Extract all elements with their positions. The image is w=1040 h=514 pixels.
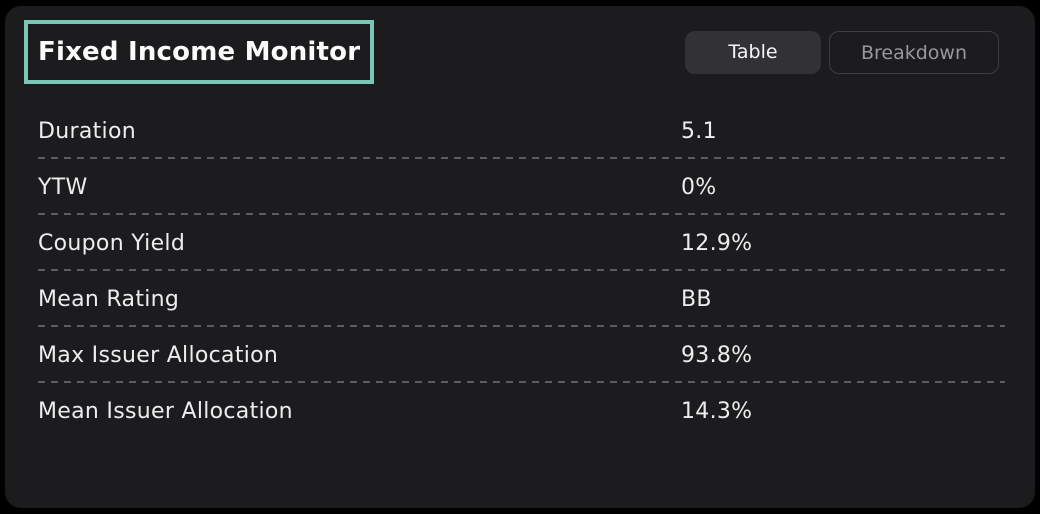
metric-value: BB bbox=[681, 286, 712, 312]
fixed-income-monitor-panel: Fixed Income Monitor Table Breakdown Dur… bbox=[5, 6, 1035, 508]
metric-value: 14.3% bbox=[681, 398, 753, 424]
metric-label: YTW bbox=[38, 174, 88, 200]
metric-value: 5.1 bbox=[681, 118, 717, 144]
metric-label: Mean Issuer Allocation bbox=[38, 398, 293, 424]
metrics-table: Duration 5.1 YTW 0% Coupon Yield 12.9% M… bbox=[38, 103, 1005, 439]
metric-label: Max Issuer Allocation bbox=[38, 342, 279, 368]
table-row: YTW 0% bbox=[38, 159, 1005, 215]
metric-value: 93.8% bbox=[681, 342, 753, 368]
table-row: Max Issuer Allocation 93.8% bbox=[38, 327, 1005, 383]
table-row: Coupon Yield 12.9% bbox=[38, 215, 1005, 271]
tab-breakdown[interactable]: Breakdown bbox=[829, 30, 999, 74]
tab-table[interactable]: Table bbox=[685, 30, 821, 74]
metric-value: 0% bbox=[681, 174, 717, 200]
view-toggle: Table Breakdown bbox=[685, 30, 999, 74]
metric-label: Coupon Yield bbox=[38, 230, 186, 256]
panel-title: Fixed Income Monitor bbox=[38, 37, 361, 67]
metric-label: Duration bbox=[38, 118, 136, 144]
metric-value: 12.9% bbox=[681, 230, 753, 256]
table-row: Mean Issuer Allocation 14.3% bbox=[38, 383, 1005, 439]
table-row: Mean Rating BB bbox=[38, 271, 1005, 327]
panel-header: Fixed Income Monitor Table Breakdown bbox=[5, 6, 1035, 84]
title-highlight-box: Fixed Income Monitor bbox=[24, 20, 375, 84]
table-row: Duration 5.1 bbox=[38, 103, 1005, 159]
metric-label: Mean Rating bbox=[38, 286, 180, 312]
